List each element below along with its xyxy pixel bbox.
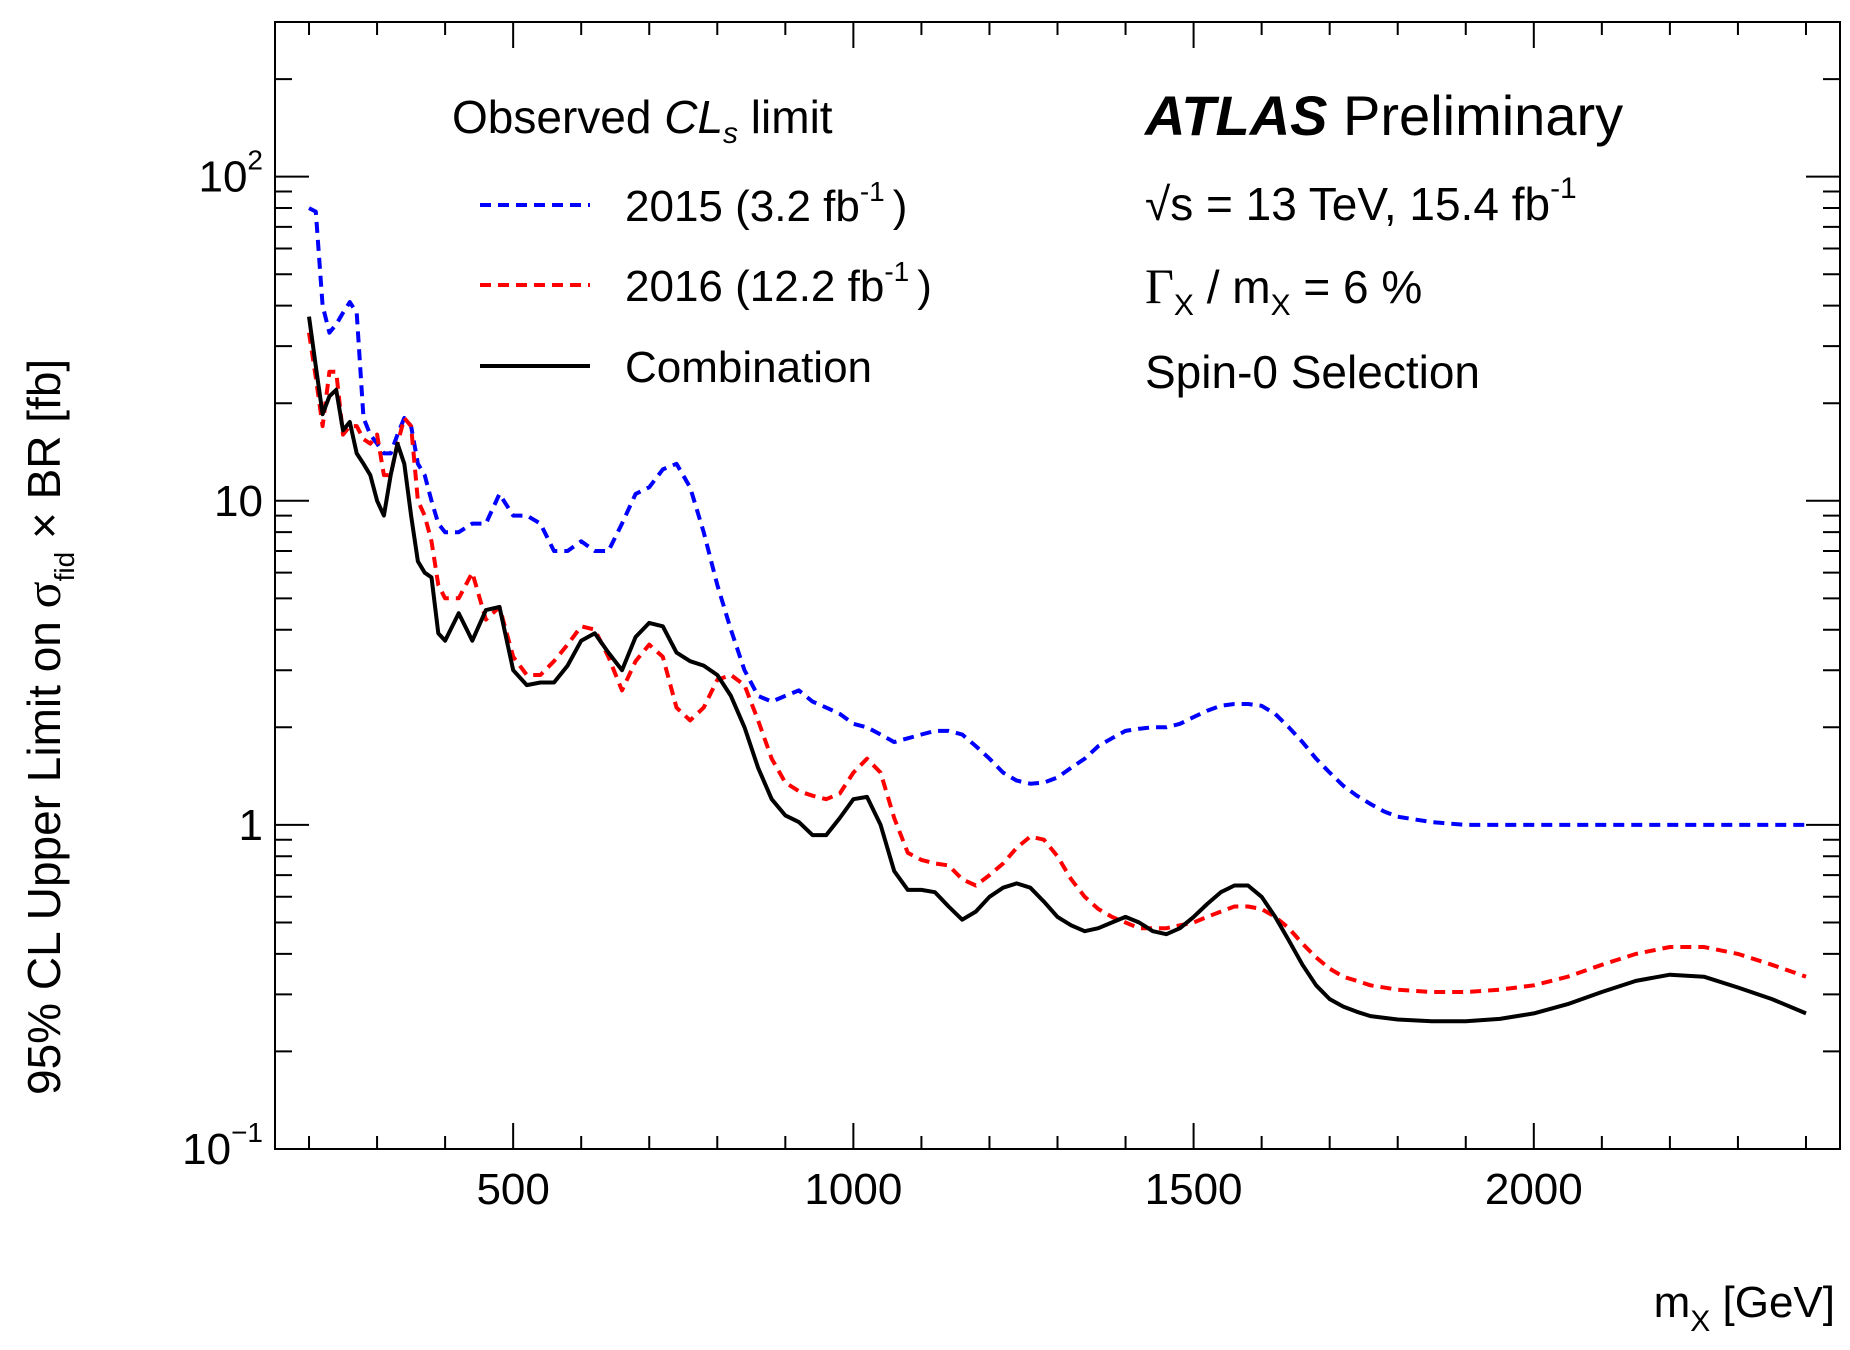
x-tick-label: 2000: [1485, 1165, 1583, 1214]
x-tick-label: 1500: [1145, 1165, 1243, 1214]
legend-2015-close: ): [893, 182, 908, 231]
x-axis-label: mX [GeV]: [1654, 1278, 1835, 1338]
y-label-sigma: σ: [15, 581, 71, 608]
legend-title-post: limit: [738, 91, 833, 143]
y-tick-exponent: −1: [231, 1117, 263, 1148]
y-tick-exponent: 2: [247, 145, 263, 176]
legend: Observed CLs limit 2015 (3.2 fb-1) 2016 …: [452, 91, 932, 392]
legend-label-combination: Combination: [625, 343, 872, 392]
y-tick-label: 1: [239, 801, 263, 850]
legend-2015-exp: -1: [860, 176, 885, 207]
legend-label-2015: 2015 (3.2 fb-1): [625, 176, 907, 231]
width-ratio-label: ΓX / mX = 6 %: [1145, 258, 1422, 322]
legend-title-sub: s: [723, 117, 738, 150]
legend-2016-exp: -1: [884, 256, 909, 287]
y-tick-base: 10: [214, 477, 263, 526]
y-label-pre: 95% CL Upper Limit on: [18, 608, 70, 1095]
legend-2015-text: 2015 (3.2 fb: [625, 182, 860, 231]
atlas-word: ATLAS: [1143, 84, 1328, 147]
y-tick-label: 10−1: [182, 1117, 263, 1174]
x-tick-labels: 500 1000 1500 2000: [476, 1165, 1582, 1214]
plot-frame: [274, 21, 1841, 1150]
series-line-1: [307, 332, 1807, 994]
y-axis-label: 95% CL Upper Limit on σfid × BR [fb]: [15, 359, 80, 1095]
data-series: [307, 206, 1807, 1024]
energy-exp: -1: [1550, 172, 1577, 205]
legend-title: Observed CLs limit: [452, 91, 833, 150]
width-gamma: Γ: [1145, 258, 1174, 314]
legend-2016-close: ): [917, 262, 932, 311]
legend-title-pre: Observed: [452, 91, 664, 143]
preliminary-word: Preliminary: [1328, 84, 1624, 147]
atlas-label: ATLAS Preliminary: [1143, 84, 1623, 147]
width-post: = 6 %: [1291, 261, 1423, 313]
y-tick-label: 102: [198, 145, 263, 202]
legend-label-2016: 2016 (12.2 fb-1): [625, 256, 932, 311]
x-label-main: m: [1654, 1278, 1691, 1327]
legend-title-cl: CL: [664, 91, 723, 143]
width-sub2: X: [1271, 289, 1291, 322]
y-tick-label: 10: [214, 477, 263, 526]
series-line-0: [308, 206, 1806, 827]
x-label-tail: [GeV]: [1710, 1278, 1835, 1327]
energy-lumi-label: √s = 13 TeV, 15.4 fb-1: [1145, 172, 1577, 230]
legend-2016-text: 2016 (12.2 fb: [625, 262, 884, 311]
annotations: ATLAS Preliminary √s = 13 TeV, 15.4 fb-1…: [1143, 84, 1623, 398]
energy-text: √s = 13 TeV, 15.4 fb: [1145, 178, 1550, 230]
x-tick-label: 500: [476, 1165, 549, 1214]
y-label-sub: fid: [49, 552, 80, 582]
width-sub1: X: [1174, 289, 1194, 322]
x-label-sub: X: [1690, 1305, 1710, 1338]
y-tick-base: 10: [182, 1125, 231, 1174]
axis-ticks: [275, 21, 1840, 1150]
y-label-post: × BR [fb]: [18, 359, 70, 552]
y-tick-base: 1: [239, 801, 263, 850]
series-line-2: [307, 316, 1807, 1024]
x-tick-label: 1000: [804, 1165, 902, 1214]
y-tick-base: 10: [198, 153, 247, 202]
width-mid: / m: [1194, 261, 1271, 313]
selection-label: Spin-0 Selection: [1145, 346, 1480, 398]
